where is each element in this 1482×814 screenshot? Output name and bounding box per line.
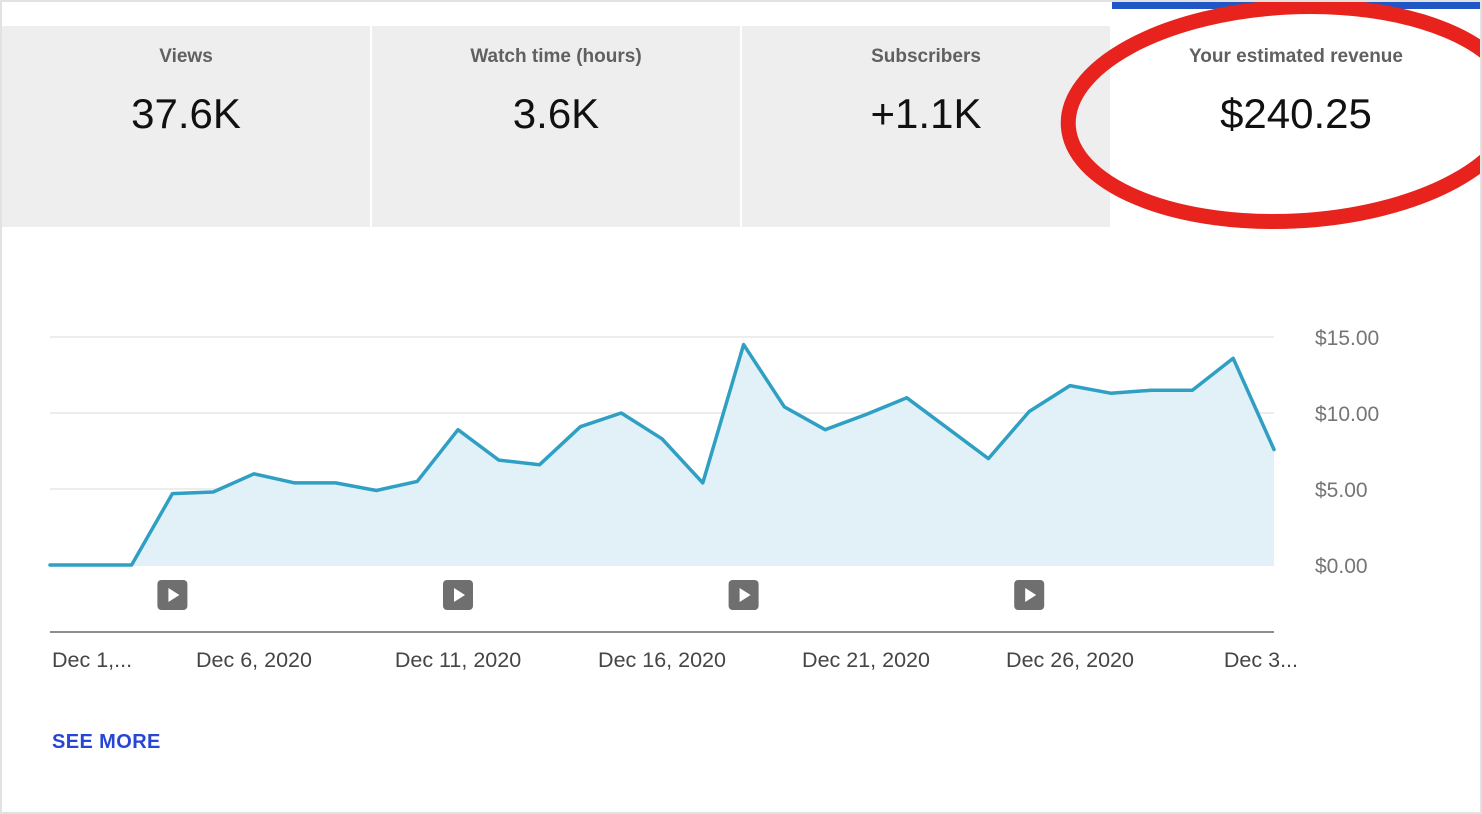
y-axis-label: $5.00 <box>1315 479 1368 502</box>
x-axis-label: Dec 3... <box>1224 648 1298 672</box>
x-axis-label: Dec 11, 2020 <box>395 648 521 672</box>
x-axis-label: Dec 21, 2020 <box>802 648 930 672</box>
tab-subscribers-label: Subscribers <box>871 46 981 67</box>
selected-tab-indicator <box>1112 2 1480 9</box>
tab-subscribers-value: +1.1K <box>870 90 982 137</box>
tab-subscribers[interactable]: Subscribers +1.1K <box>742 2 1110 227</box>
x-axis-label: Dec 16, 2020 <box>598 648 726 672</box>
play-icon <box>739 588 751 602</box>
x-axis-label: Dec 26, 2020 <box>1006 648 1134 672</box>
play-icon <box>168 588 180 602</box>
tab-watch-time-value: 3.6K <box>512 90 600 137</box>
y-axis-label: $15.00 <box>1315 327 1379 350</box>
tab-watch-time-label: Watch time (hours) <box>470 46 642 67</box>
tab-watch-time[interactable]: Watch time (hours) 3.6K <box>372 2 740 227</box>
x-axis-label: Dec 1,... <box>52 648 132 672</box>
tab-estimated-revenue-label: Your estimated revenue <box>1188 46 1403 67</box>
tab-estimated-revenue[interactable]: Your estimated revenue $240.25 <box>1112 2 1480 227</box>
y-axis-label: $0.00 <box>1315 555 1368 578</box>
video-publish-marker[interactable] <box>443 580 473 610</box>
see-more-link[interactable]: SEE MORE <box>52 731 161 753</box>
video-publish-marker[interactable] <box>157 580 188 610</box>
revenue-area <box>50 344 1274 565</box>
tab-views-label: Views <box>159 46 213 67</box>
video-publish-marker[interactable] <box>1014 580 1045 610</box>
play-icon <box>1025 588 1037 602</box>
x-axis-label: Dec 6, 2020 <box>196 648 312 672</box>
tab-views-value: 37.6K <box>131 90 241 137</box>
video-publish-marker[interactable] <box>728 580 759 610</box>
revenue-line <box>48 342 1276 567</box>
tab-estimated-revenue-value: $240.25 <box>1220 90 1372 137</box>
revenue-chart[interactable]: $0.00 $5.00 $10.00 $15.00 Dec 1,... Dec 6, 20… <box>2 227 1480 697</box>
metric-tabs: Views 37.6K Watch time (hours) 3.6K Subs… <box>2 2 1480 227</box>
y-axis-label: $10.00 <box>1315 403 1379 426</box>
play-icon <box>454 588 465 602</box>
tab-views[interactable]: Views 37.6K <box>2 2 370 227</box>
